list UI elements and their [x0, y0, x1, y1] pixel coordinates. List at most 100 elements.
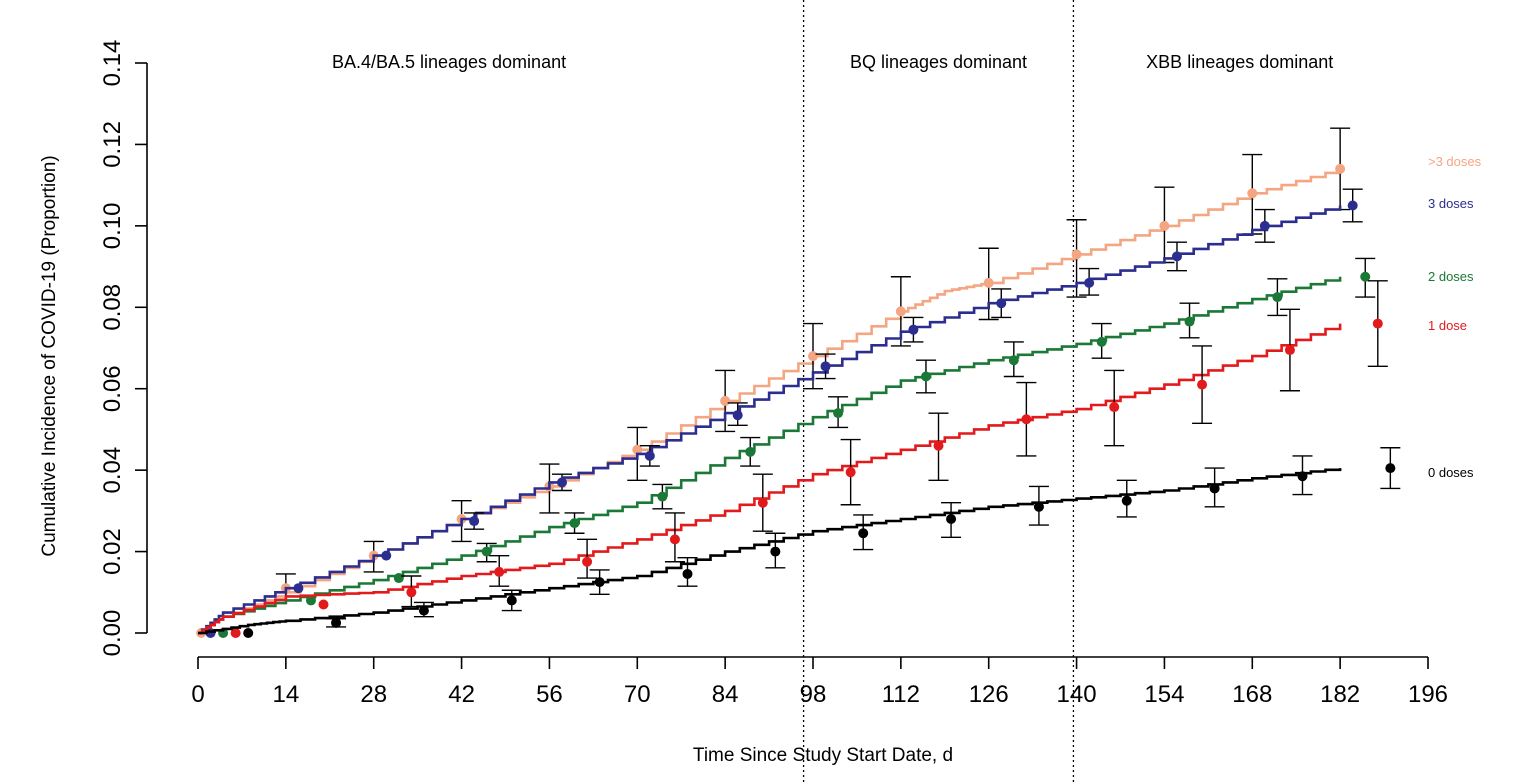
axes-group: 0 14 28 42 56 70 84 98 112 126 140 154 168 182 1960.00… — [99, 40, 1448, 708]
y-tick-label: 0.04 — [99, 447, 126, 494]
data-point — [1385, 463, 1396, 474]
data-point — [632, 444, 643, 455]
x-tick-label: 42 — [448, 681, 475, 708]
legend-label: 1 dose — [1428, 318, 1467, 333]
x-tick-label: 14 — [273, 681, 300, 708]
data-point — [808, 351, 818, 362]
series-line — [198, 323, 1342, 635]
x-tick-label: 140 — [1057, 681, 1097, 708]
data-point — [1347, 200, 1358, 211]
data-point — [481, 546, 492, 557]
data-point — [983, 277, 994, 288]
y-tick-label: 0.08 — [99, 284, 126, 331]
data-point — [243, 628, 254, 638]
y-tick-label: 0.00 — [99, 610, 126, 657]
data-point — [820, 361, 831, 372]
series-group — [196, 127, 1401, 638]
data-point — [1360, 271, 1371, 282]
data-point — [381, 550, 392, 561]
y-tick-label: 0.02 — [99, 528, 126, 575]
data-point — [1121, 495, 1132, 506]
legend-label: 2 doses — [1428, 269, 1474, 284]
data-point — [757, 497, 768, 508]
x-tick-label: 112 — [882, 681, 920, 708]
x-tick-label: 154 — [1144, 681, 1184, 708]
data-point — [1272, 292, 1283, 303]
series-3 — [198, 280, 1388, 638]
data-point — [293, 583, 304, 594]
data-point — [946, 514, 957, 524]
legend-group: >3 doses 3 doses 2 doses 1 dose 0 doses — [1428, 154, 1482, 480]
x-tick-label: 70 — [624, 681, 651, 708]
data-point — [230, 628, 241, 638]
data-point — [418, 605, 429, 616]
series-2 — [198, 257, 1376, 638]
series-line — [198, 276, 1342, 635]
y-tick-label: 0.10 — [99, 202, 126, 249]
data-point — [494, 566, 505, 577]
data-point — [393, 573, 404, 584]
data-point — [1259, 220, 1270, 231]
y-tick-label: 0.12 — [99, 121, 126, 168]
data-point — [833, 408, 844, 419]
series-4 — [198, 447, 1401, 638]
data-point — [331, 617, 342, 628]
data-point — [996, 298, 1007, 309]
data-point — [908, 324, 919, 335]
data-point — [732, 410, 743, 421]
data-point — [406, 587, 417, 598]
data-point — [845, 467, 856, 478]
data-point — [1159, 220, 1170, 231]
data-point — [1033, 501, 1044, 512]
y-tick-label: 0.14 — [99, 40, 126, 87]
data-point — [682, 568, 693, 579]
x-tick-label: 126 — [969, 681, 1009, 708]
x-tick-label: 168 — [1232, 681, 1272, 708]
legend-label: 0 doses — [1428, 465, 1474, 480]
data-point — [1372, 318, 1383, 329]
period-divider-group — [802, 0, 1075, 782]
data-point — [469, 516, 480, 527]
data-point — [644, 450, 655, 461]
data-point — [305, 595, 316, 606]
data-point — [858, 528, 869, 539]
data-point — [506, 595, 517, 606]
period-labels-group: BA.4/BA.5 lineages dominant BQ lineages d… — [332, 52, 1333, 72]
x-axis-title: Time Since Study Start Date, d — [693, 745, 953, 766]
period-label: XBB lineages dominant — [1146, 52, 1333, 72]
data-point — [895, 306, 906, 317]
y-tick-label: 0.06 — [99, 365, 126, 412]
data-point — [1071, 249, 1082, 260]
x-tick-label: 56 — [536, 681, 563, 708]
series-line — [198, 468, 1342, 635]
data-point — [594, 577, 605, 588]
x-tick-label: 182 — [1320, 681, 1360, 708]
x-tick-label: 28 — [360, 681, 387, 708]
data-point — [1109, 402, 1120, 413]
data-point — [1171, 251, 1182, 262]
data-point — [1197, 379, 1208, 390]
data-point — [933, 440, 944, 451]
data-point — [669, 534, 680, 545]
data-point — [1209, 483, 1220, 494]
data-point — [920, 371, 931, 382]
data-point — [582, 556, 593, 567]
x-tick-label: 84 — [712, 681, 739, 708]
series-1 — [198, 188, 1363, 638]
legend-label: >3 doses — [1428, 154, 1482, 169]
data-point — [1284, 345, 1295, 356]
period-label: BA.4/BA.5 lineages dominant — [332, 52, 566, 72]
y-axis-title: Cumulative Incidence of COVID-19 (Propor… — [39, 155, 60, 556]
data-point — [745, 446, 756, 457]
data-point — [1008, 355, 1019, 366]
data-point — [1096, 336, 1107, 347]
x-tick-label: 196 — [1408, 681, 1448, 708]
data-point — [1084, 277, 1095, 288]
data-point — [657, 491, 668, 502]
series-line — [198, 168, 1342, 635]
data-point — [720, 395, 731, 406]
period-label: BQ lineages dominant — [850, 52, 1027, 72]
data-point — [1021, 414, 1032, 425]
